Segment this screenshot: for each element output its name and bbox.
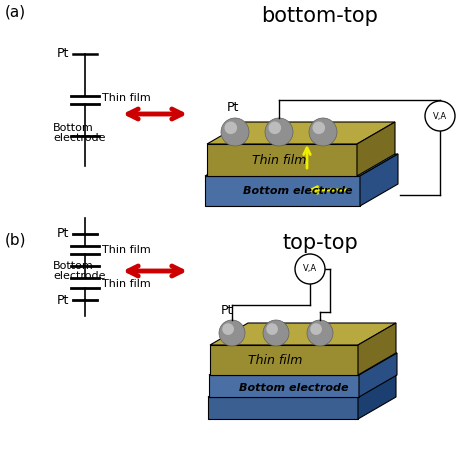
Circle shape [221,118,249,146]
Circle shape [307,320,333,346]
Text: Pt: Pt [57,294,69,307]
Circle shape [225,122,237,134]
Polygon shape [208,397,358,419]
Text: (a): (a) [5,5,26,20]
Circle shape [222,323,234,335]
Text: electrode: electrode [53,133,106,143]
Polygon shape [207,144,357,176]
Text: Thin film: Thin film [102,245,151,255]
Circle shape [265,118,293,146]
Text: Bottom electrode: Bottom electrode [239,383,348,393]
Polygon shape [358,323,396,375]
Polygon shape [205,154,398,176]
Text: Bottom electrode: Bottom electrode [243,186,353,196]
Text: V,A: V,A [303,265,317,273]
Polygon shape [210,323,396,345]
Polygon shape [357,122,395,176]
Circle shape [219,320,245,346]
Polygon shape [209,353,397,375]
Text: Bottom: Bottom [53,261,94,271]
Text: Pt: Pt [227,101,239,114]
Polygon shape [209,375,359,397]
Circle shape [312,122,325,134]
Polygon shape [205,176,360,206]
Polygon shape [358,375,396,419]
Circle shape [295,254,325,284]
Circle shape [425,101,455,131]
Circle shape [263,320,289,346]
Polygon shape [360,154,398,206]
Text: Thin film: Thin film [248,354,302,366]
Text: (b): (b) [5,233,27,248]
Text: Thin film: Thin film [102,93,151,103]
Polygon shape [210,345,358,375]
Polygon shape [207,122,395,144]
Polygon shape [359,353,397,397]
Text: electrode: electrode [53,271,106,281]
Circle shape [309,118,337,146]
Circle shape [266,323,278,335]
Text: Pt: Pt [57,47,69,60]
Text: Thin film: Thin film [252,154,306,166]
Text: Pt: Pt [221,304,233,317]
Text: Thin film: Thin film [102,279,151,289]
Text: bottom-top: bottom-top [262,6,378,26]
Text: V,A: V,A [433,112,447,120]
Text: top-top: top-top [282,233,358,253]
Text: Bottom: Bottom [53,123,94,133]
Polygon shape [208,375,396,397]
Circle shape [268,122,281,134]
Circle shape [310,323,322,335]
Text: Pt: Pt [57,227,69,241]
